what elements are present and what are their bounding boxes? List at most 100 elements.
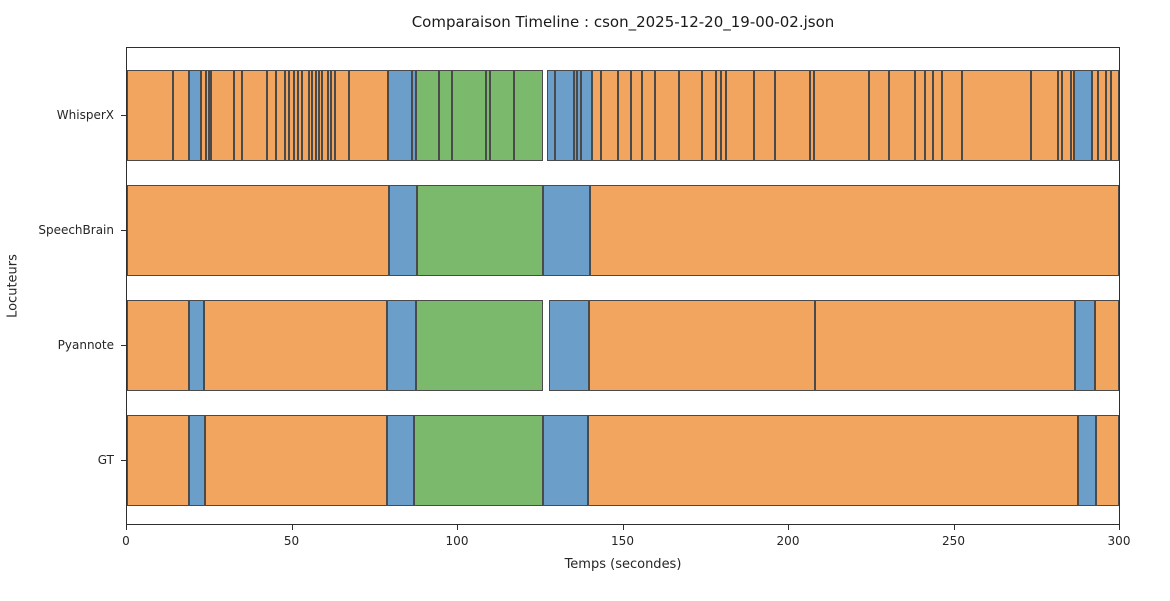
segment-orange [127, 415, 190, 506]
segment-orange [925, 70, 934, 161]
y-tick-mark [121, 344, 126, 346]
y-tick-label-speechbrain: SpeechBrain [38, 222, 114, 237]
segment-green [490, 70, 514, 161]
x-tick-mark [622, 525, 624, 530]
segment-orange [630, 70, 643, 161]
segment-orange [1062, 70, 1072, 161]
segment-orange [294, 70, 299, 161]
x-tick-label-150: 150 [611, 534, 634, 548]
segment-orange [205, 415, 387, 506]
segment-orange [869, 70, 890, 161]
timeline-row-whisperx [127, 70, 1119, 161]
segment-orange [961, 70, 1032, 161]
segment-blue [554, 70, 575, 161]
segment-green [513, 70, 543, 161]
segment-orange [275, 70, 286, 161]
segment-orange [941, 70, 962, 161]
segment-green [485, 70, 491, 161]
x-tick-label-200: 200 [776, 534, 800, 548]
segment-orange [172, 70, 190, 161]
segment-orange [266, 70, 276, 161]
y-tick-mark [121, 229, 126, 231]
segment-orange [1058, 70, 1063, 161]
segment-orange [331, 70, 336, 161]
segment-orange [127, 70, 173, 161]
segment-orange [1031, 70, 1059, 161]
segment-orange [206, 70, 209, 161]
segment-orange [1097, 70, 1106, 161]
segment-blue [1077, 415, 1097, 506]
y-tick-label-pyannote: Pyannote [57, 337, 114, 352]
segment-orange [328, 70, 332, 161]
segment-orange [322, 70, 329, 161]
timeline-row-pyannote [127, 300, 1119, 391]
segment-blue [387, 70, 412, 161]
segment-orange [208, 70, 211, 161]
segment-orange [589, 185, 1119, 276]
segment-orange [1091, 70, 1098, 161]
segment-green [415, 70, 440, 161]
segment-blue [581, 70, 593, 161]
x-tick-mark [953, 525, 955, 530]
segment-orange [588, 300, 816, 391]
segment-blue [1074, 300, 1095, 391]
x-tick-label-100: 100 [445, 534, 469, 548]
timeline-row-speechbrain [127, 185, 1119, 276]
segment-orange [349, 70, 388, 161]
x-tick-label-300: 300 [1107, 534, 1131, 548]
segment-green [416, 185, 543, 276]
x-axis-label: Temps (secondes) [564, 557, 682, 572]
segment-orange [210, 70, 235, 161]
segment-blue [411, 70, 416, 161]
segment-orange [933, 70, 942, 161]
segment-orange [1105, 70, 1112, 161]
segment-orange [234, 70, 243, 161]
segment-orange [127, 185, 389, 276]
segment-orange [720, 70, 727, 161]
x-tick-mark [126, 525, 127, 530]
x-tick-mark [1119, 525, 1120, 530]
segment-green [415, 300, 543, 391]
segment-orange [592, 70, 601, 161]
segment-blue [386, 415, 414, 506]
segment-orange [311, 70, 316, 161]
segment-orange [726, 70, 754, 161]
segment-orange [1094, 300, 1119, 391]
timeline-row-gt [127, 415, 1119, 506]
segment-blue [542, 415, 588, 506]
segment-orange [753, 70, 775, 161]
segment-blue [386, 300, 416, 391]
chart-title: Comparaison Timeline : cson_2025-12-20_1… [411, 13, 835, 31]
x-tick-mark [291, 525, 293, 530]
segment-green [451, 70, 486, 161]
segment-blue [388, 185, 417, 276]
segment-orange [587, 415, 1078, 506]
segment-orange [678, 70, 703, 161]
segment-blue [546, 70, 555, 161]
segment-orange [201, 70, 207, 161]
segment-orange [810, 70, 814, 161]
x-tick-label-0: 0 [122, 534, 130, 548]
x-tick-mark [788, 525, 789, 530]
segment-orange [127, 300, 189, 391]
x-tick-label-50: 50 [283, 534, 300, 548]
segment-orange [298, 70, 302, 161]
segment-blue [542, 185, 590, 276]
x-tick-label-250: 250 [942, 534, 965, 548]
segment-blue [189, 70, 202, 161]
segment-orange [285, 70, 290, 161]
segment-orange [308, 70, 312, 161]
segment-orange [301, 70, 309, 161]
segment-orange [1096, 415, 1119, 506]
segment-orange [335, 70, 350, 161]
segment-orange [889, 70, 915, 161]
segment-orange [1111, 70, 1119, 161]
segment-orange [618, 70, 631, 161]
segment-blue [188, 300, 205, 391]
y-tick-label-whisperx: WhisperX [56, 107, 114, 122]
segment-blue [548, 300, 589, 391]
segment-orange [813, 70, 870, 161]
segment-orange [914, 70, 926, 161]
segment-blue [574, 70, 578, 161]
